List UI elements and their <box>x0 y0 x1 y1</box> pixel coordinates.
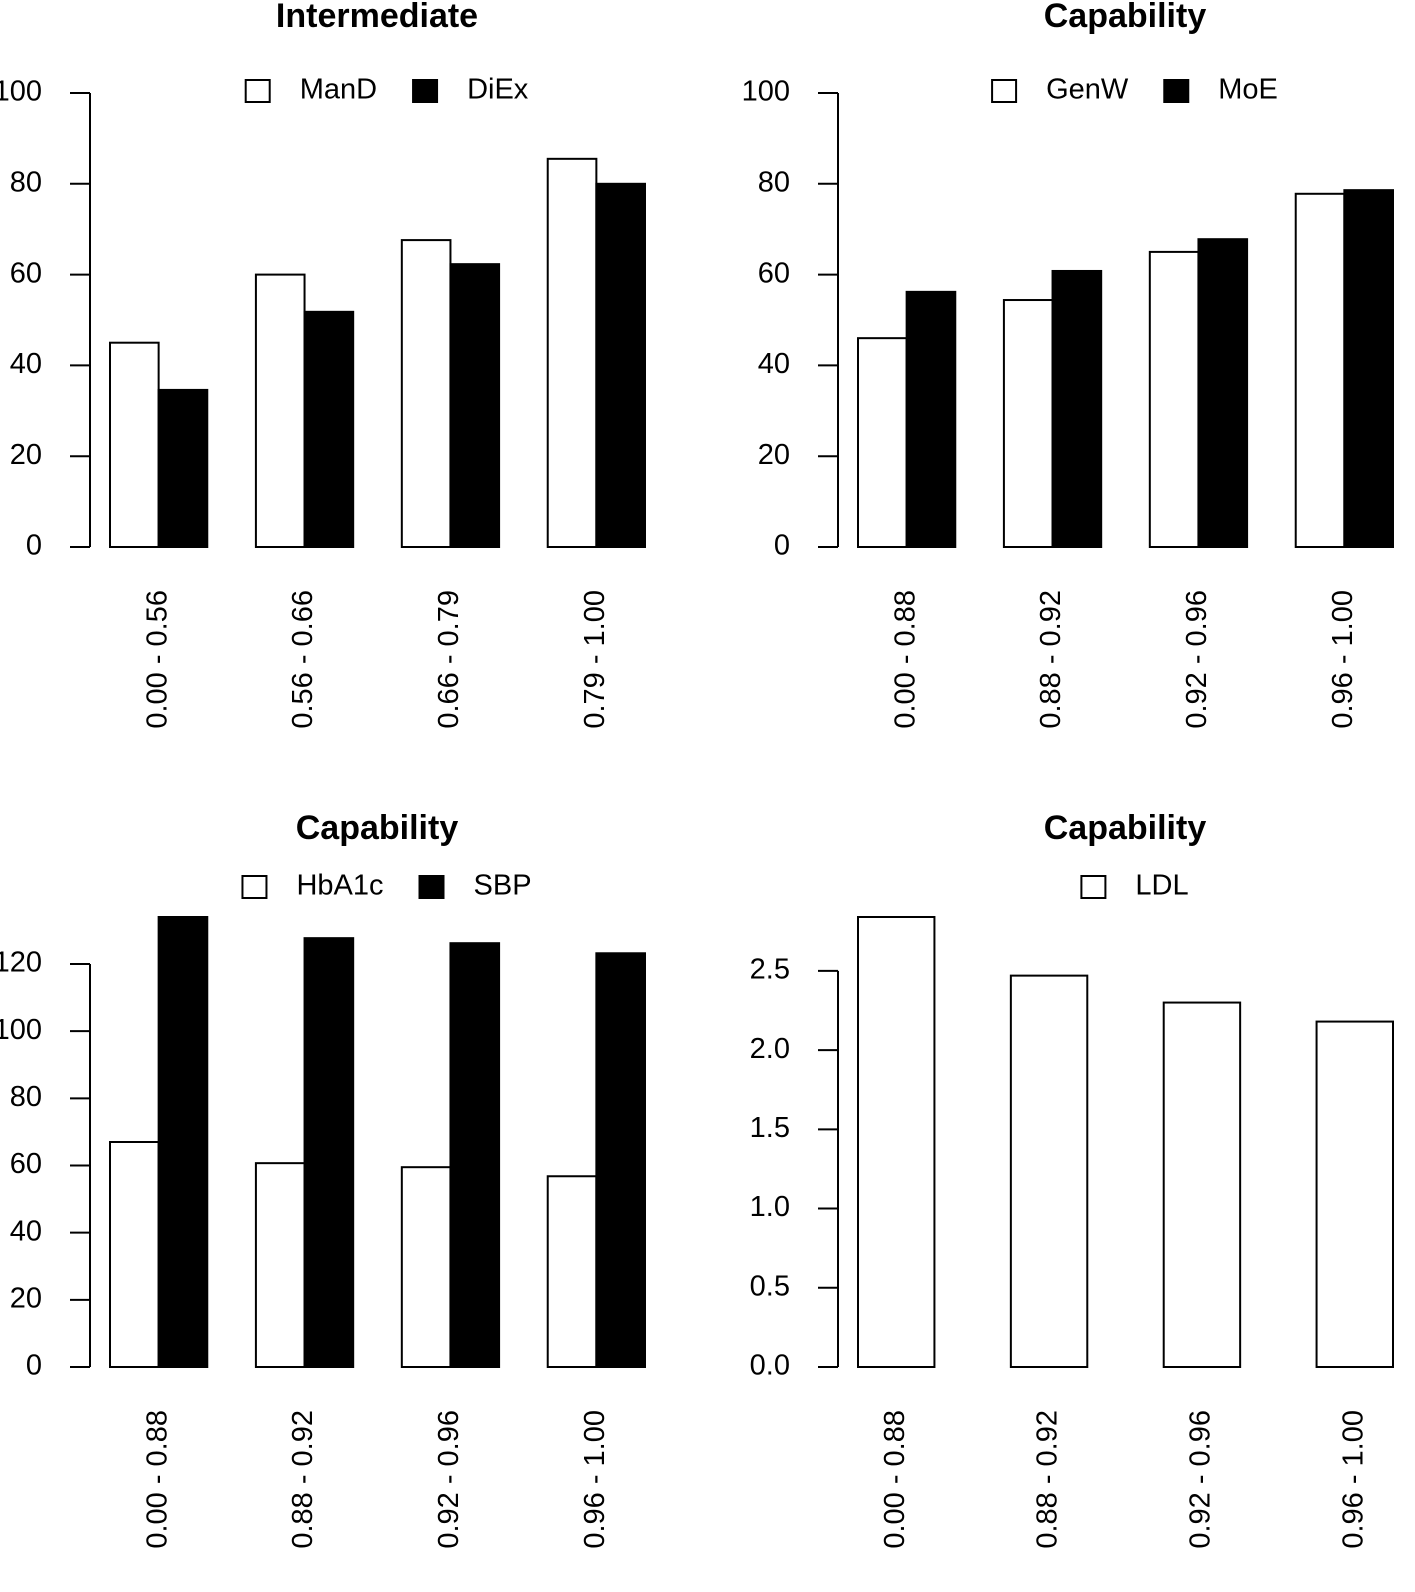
bar <box>303 937 355 1369</box>
legend-label: MoE <box>1218 74 1278 106</box>
y-tick-label: 20 <box>10 439 42 471</box>
bar <box>109 1141 160 1368</box>
legend-label: DiEx <box>467 74 529 106</box>
panel: Intermediate 0 20 40 60 80 100 0.00 - 0.56 0.56 … <box>0 0 647 729</box>
y-tick-label: 20 <box>758 439 790 471</box>
bar <box>1051 269 1103 548</box>
bar <box>1162 1001 1242 1368</box>
bar <box>157 388 209 548</box>
y-tick-label: 40 <box>10 348 42 380</box>
bar <box>595 182 647 549</box>
x-tick-label: 0.92 - 0.96 <box>1185 1410 1217 1549</box>
y-tick-label: 60 <box>10 1148 42 1180</box>
x-tick-label: 0.96 - 1.00 <box>1337 1410 1369 1549</box>
bar <box>1148 250 1200 548</box>
panel: Capability 0.0 0.5 1.0 1.5 2.0 2.5 0.00 - 0.88 0… <box>750 809 1394 1549</box>
y-tick-label: 120 <box>0 947 42 979</box>
y-tick-label: 20 <box>10 1282 42 1314</box>
x-tick-label: 0.00 - 0.88 <box>889 590 921 729</box>
bar <box>1009 974 1089 1368</box>
panel: Capability 0 20 40 60 80 100 0.00 - 0.88 0.88 - … <box>742 0 1395 729</box>
legend-swatch <box>244 79 271 103</box>
legend: HbA1c SBP <box>241 870 532 902</box>
bar <box>1294 192 1346 548</box>
panel-title: Intermediate <box>276 0 478 35</box>
legend: GenW MoE <box>991 74 1278 106</box>
x-tick-label: 0.66 - 0.79 <box>433 590 465 729</box>
panel: Capability 0 20 40 60 80 100 120 0.00 - 0.88 0.88… <box>0 809 647 1549</box>
y-tick-label: 0 <box>26 1350 42 1382</box>
x-tick-label: 0.00 - 0.88 <box>141 1410 173 1549</box>
legend-label: HbA1c <box>296 870 383 902</box>
legend-label: ManD <box>300 74 377 106</box>
bar <box>400 1166 452 1368</box>
bar <box>905 290 957 548</box>
bar <box>254 1162 306 1369</box>
bar <box>546 157 598 549</box>
x-tick-label: 0.88 - 0.92 <box>287 1410 319 1549</box>
bar <box>109 341 160 549</box>
x-tick-label: 0.00 - 0.88 <box>879 1410 911 1549</box>
x-tick-label: 0.88 - 0.92 <box>1035 590 1067 729</box>
y-tick-label: 1.5 <box>750 1112 790 1144</box>
legend-swatch <box>1163 79 1190 103</box>
y-tick-label: 40 <box>10 1215 42 1247</box>
x-tick-label: 0.79 - 1.00 <box>579 590 611 729</box>
bar <box>857 337 908 548</box>
bar <box>400 239 452 548</box>
bar <box>157 916 209 1368</box>
x-tick-label: 0.96 - 1.00 <box>1327 590 1359 729</box>
legend-label: GenW <box>1046 74 1129 106</box>
bar <box>1002 299 1054 548</box>
y-tick-label: 60 <box>758 257 790 289</box>
legend-swatch <box>418 875 445 899</box>
y-tick-label: 80 <box>10 166 42 198</box>
bar <box>254 273 306 548</box>
x-tick-label: 0.56 - 0.66 <box>287 590 319 729</box>
legend: ManD DiEx <box>244 74 529 106</box>
x-tick-label: 0.88 - 0.92 <box>1032 1410 1064 1549</box>
bar <box>546 1175 598 1369</box>
y-tick-label: 100 <box>0 1014 42 1046</box>
x-tick-label: 0.92 - 0.96 <box>433 1410 465 1549</box>
y-tick-label: 80 <box>758 166 790 198</box>
y-tick-label: 0.0 <box>750 1350 790 1382</box>
y-tick-label: 0.5 <box>750 1270 790 1302</box>
bar <box>1197 238 1249 549</box>
y-tick-label: 0 <box>26 530 42 562</box>
bar <box>1315 1020 1394 1368</box>
bar <box>595 952 647 1369</box>
legend: LDL <box>1080 870 1189 902</box>
y-tick-label: 1.0 <box>750 1191 790 1223</box>
y-tick-label: 100 <box>742 76 790 108</box>
y-tick-label: 2.0 <box>750 1033 790 1065</box>
y-tick-label: 100 <box>0 76 42 108</box>
y-tick-label: 2.5 <box>750 954 790 986</box>
bar <box>449 263 501 548</box>
bar <box>449 942 501 1368</box>
panel-title: Capability <box>1044 809 1207 847</box>
x-tick-label: 0.92 - 0.96 <box>1181 590 1213 729</box>
legend-swatch <box>991 79 1018 103</box>
x-tick-label: 0.96 - 1.00 <box>579 1410 611 1549</box>
y-tick-label: 60 <box>10 257 42 289</box>
legend-swatch <box>412 79 439 103</box>
y-tick-label: 0 <box>774 530 790 562</box>
panel-title: Capability <box>1044 0 1207 35</box>
panel-title: Capability <box>296 809 459 847</box>
legend-swatch <box>1080 875 1107 899</box>
x-tick-label: 0.00 - 0.56 <box>141 590 173 729</box>
bar <box>1343 189 1395 548</box>
legend-label: LDL <box>1135 870 1188 902</box>
legend-label: SBP <box>474 870 532 902</box>
y-tick-label: 40 <box>758 348 790 380</box>
legend-swatch <box>241 875 268 899</box>
bar <box>857 916 936 1368</box>
bar <box>303 310 355 548</box>
y-tick-label: 80 <box>10 1081 42 1113</box>
